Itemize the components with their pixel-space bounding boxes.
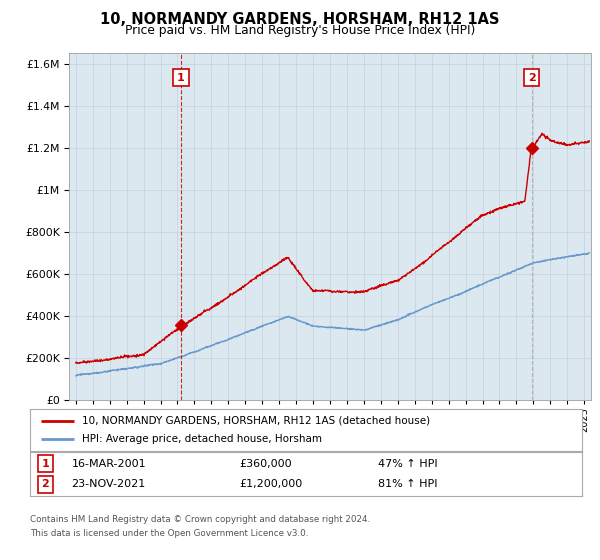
Text: 2: 2 [528,72,536,82]
Text: HPI: Average price, detached house, Horsham: HPI: Average price, detached house, Hors… [82,434,322,444]
Text: 1: 1 [41,459,49,469]
Text: £360,000: £360,000 [240,459,292,469]
Text: 10, NORMANDY GARDENS, HORSHAM, RH12 1AS (detached house): 10, NORMANDY GARDENS, HORSHAM, RH12 1AS … [82,416,431,426]
Text: £1,200,000: £1,200,000 [240,479,303,489]
Text: 47% ↑ HPI: 47% ↑ HPI [378,459,437,469]
Text: 23-NOV-2021: 23-NOV-2021 [71,479,146,489]
Text: 16-MAR-2001: 16-MAR-2001 [71,459,146,469]
Text: 81% ↑ HPI: 81% ↑ HPI [378,479,437,489]
Text: Contains HM Land Registry data © Crown copyright and database right 2024.: Contains HM Land Registry data © Crown c… [30,515,370,524]
Text: 2: 2 [41,479,49,489]
Text: This data is licensed under the Open Government Licence v3.0.: This data is licensed under the Open Gov… [30,529,308,538]
Text: Price paid vs. HM Land Registry's House Price Index (HPI): Price paid vs. HM Land Registry's House … [125,24,475,37]
Text: 1: 1 [177,72,185,82]
Text: 10, NORMANDY GARDENS, HORSHAM, RH12 1AS: 10, NORMANDY GARDENS, HORSHAM, RH12 1AS [100,12,500,27]
